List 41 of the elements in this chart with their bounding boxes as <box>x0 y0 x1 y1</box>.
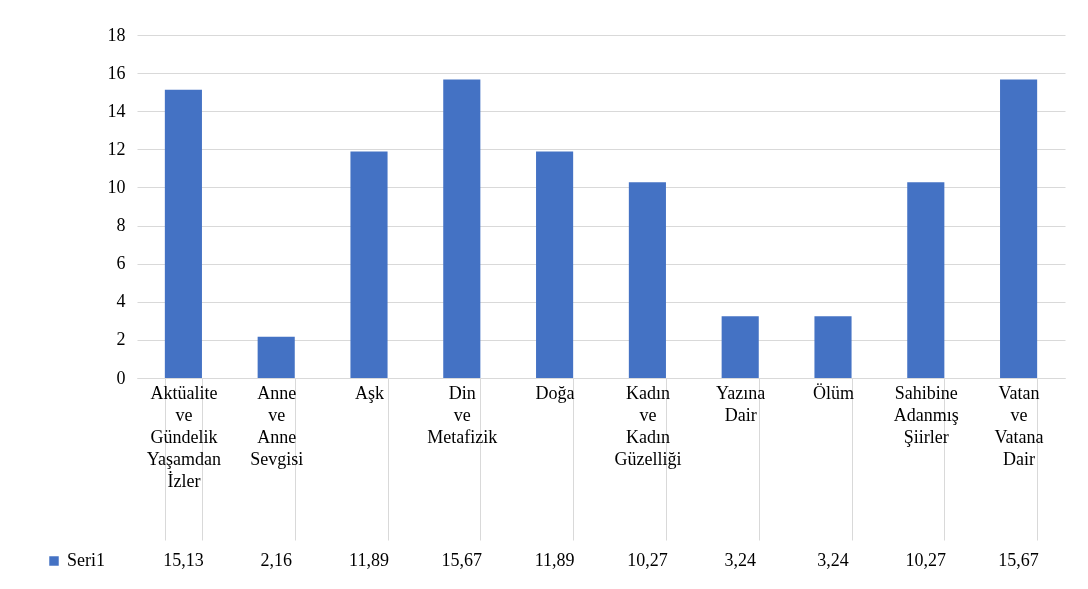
x-tick-label: Yazına Dair <box>716 382 766 425</box>
text: 3,24 <box>817 550 849 570</box>
y-tick-label: 16 <box>107 62 126 83</box>
bar <box>350 151 388 378</box>
y-tick-label: 10 <box>107 176 126 197</box>
bar <box>443 79 481 378</box>
legend-label: Seri1 <box>67 550 105 570</box>
bar <box>907 182 945 378</box>
text: 11,89 <box>534 550 575 570</box>
text: 15,13 <box>163 550 204 570</box>
x-tick-label: Din ve Metafizik <box>427 382 498 447</box>
text: 10,27 <box>627 550 668 570</box>
x-tick-label: Doğa <box>535 382 575 403</box>
bar <box>814 316 852 378</box>
x-tick-label: Sahibine Adanmış Şiirler <box>893 382 959 447</box>
y-tick-label: 14 <box>107 100 126 121</box>
x-tick-label: Anne ve Anne Sevgisi <box>250 382 304 469</box>
bar <box>164 89 202 378</box>
y-tick-label: 0 <box>116 367 126 388</box>
bar <box>1000 79 1038 378</box>
text: 15,67 <box>998 550 1039 570</box>
x-tick-label: Aktüalite ve Gündelik Yaşamdan İzler <box>146 382 221 491</box>
y-tick-label: 2 <box>116 329 126 350</box>
x-tick-label: Vatan ve Vatana Dair <box>994 382 1044 469</box>
y-tick-label: 12 <box>107 138 126 159</box>
text: 11,89 <box>349 550 389 570</box>
y-tick-label: 18 <box>107 24 126 45</box>
text: 15,67 <box>441 550 483 570</box>
text: 2,16 <box>260 550 292 570</box>
x-tick-label: Ölüm <box>812 382 855 403</box>
y-tick-label: 8 <box>116 215 126 236</box>
bar <box>721 316 759 378</box>
x-tick-label: Kadın ve Kadın Güzelliği <box>614 382 682 469</box>
x-tick-label: Aşk <box>354 382 385 403</box>
text: 10,27 <box>905 550 947 570</box>
bar <box>628 182 666 378</box>
y-tick-label: 6 <box>116 253 126 274</box>
y-tick-label: 4 <box>116 291 126 312</box>
bar <box>257 336 295 378</box>
bar <box>536 151 574 378</box>
text: 3,24 <box>724 550 756 570</box>
